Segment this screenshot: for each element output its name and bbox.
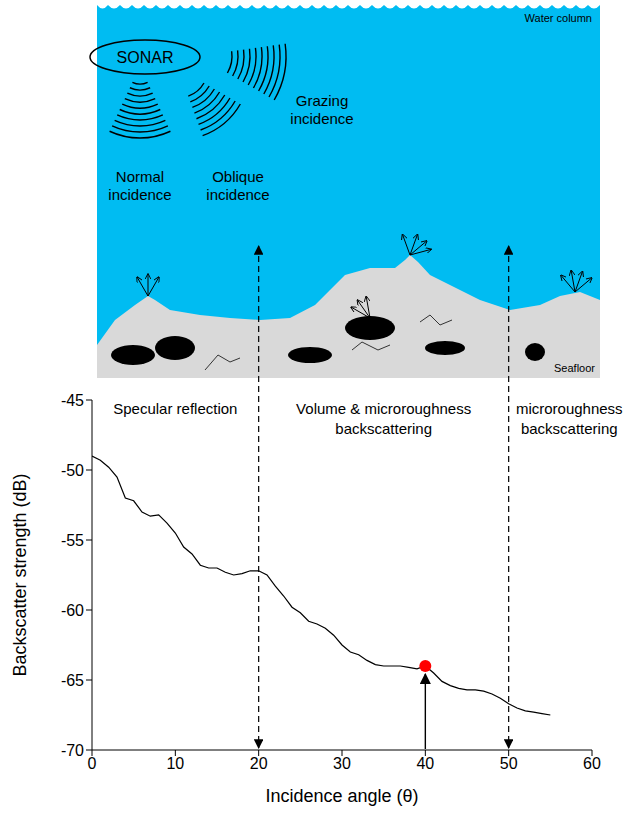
- svg-text:-60: -60: [61, 602, 84, 619]
- svg-text:Water column: Water column: [525, 12, 592, 24]
- svg-text:40: 40: [416, 755, 434, 772]
- svg-text:Obliqueincidence: Obliqueincidence: [206, 168, 269, 203]
- svg-text:SONAR: SONAR: [117, 49, 174, 66]
- svg-text:Volume & microroughnessbacksca: Volume & microroughnessbackscattering: [296, 400, 471, 437]
- svg-text:microroughnessbackscattering: microroughnessbackscattering: [516, 400, 623, 437]
- svg-text:Normalincidence: Normalincidence: [108, 168, 171, 203]
- svg-text:-50: -50: [61, 462, 84, 479]
- svg-text:50: 50: [500, 755, 518, 772]
- svg-text:-65: -65: [61, 672, 84, 689]
- svg-text:Grazingincidence: Grazingincidence: [290, 92, 353, 127]
- svg-text:Seafloor: Seafloor: [554, 362, 595, 374]
- svg-text:10: 10: [166, 755, 184, 772]
- svg-text:20: 20: [250, 755, 268, 772]
- svg-text:60: 60: [583, 755, 601, 772]
- svg-text:0: 0: [88, 755, 97, 772]
- svg-text:30: 30: [333, 755, 351, 772]
- svg-text:Backscatter strength (dB): Backscatter strength (dB): [10, 473, 30, 676]
- svg-text:-70: -70: [61, 742, 84, 759]
- svg-text:-55: -55: [61, 532, 84, 549]
- svg-text:-45: -45: [61, 392, 84, 409]
- svg-text:Specular reflection: Specular reflection: [113, 400, 237, 417]
- svg-text:Incidence angle (θ): Incidence angle (θ): [265, 786, 418, 806]
